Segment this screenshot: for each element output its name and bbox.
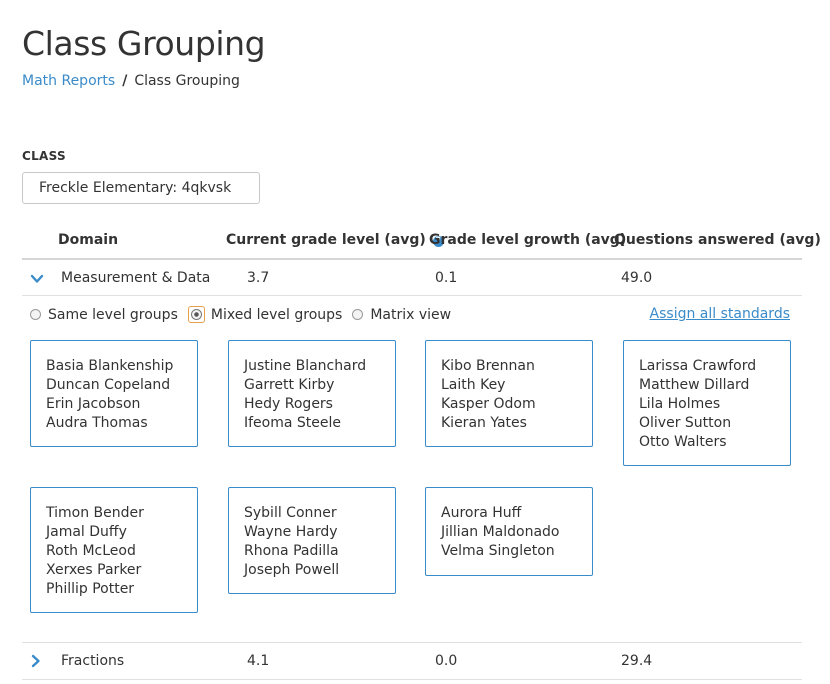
row-questions: 29.4: [621, 653, 653, 669]
student-name: Ifeoma Steele: [244, 415, 342, 431]
class-field-label: CLASS: [22, 149, 66, 163]
group-card[interactable]: Sybill Conner Wayne Hardy Rhona Padilla …: [228, 487, 396, 594]
student-name: Justine Blanchard: [244, 358, 367, 374]
student-name: Lila Holmes: [639, 396, 721, 412]
radio-circle-selected: [190, 309, 202, 320]
student-name: Audra Thomas: [46, 415, 148, 431]
student-name: Hedy Rogers: [244, 396, 333, 412]
student-name: Wayne Hardy: [244, 524, 338, 540]
breadcrumb-math-reports-link[interactable]: Math Reports: [22, 73, 116, 89]
radio-label: Same level groups: [48, 306, 178, 323]
class-select[interactable]: Freckle Elementary: 4qkvsk: [22, 172, 260, 204]
row-divider: [22, 642, 802, 643]
student-name: Jillian Maldonado: [441, 524, 560, 540]
row-questions: 49.0: [621, 270, 653, 286]
breadcrumb-separator: /: [122, 73, 128, 89]
same-level-groups-radio[interactable]: Same level groups: [30, 307, 178, 323]
row-growth: 0.1: [435, 270, 458, 286]
student-name: Oliver Sutton: [639, 415, 732, 431]
row-grade-level: 4.1: [247, 653, 270, 669]
row-divider: [22, 295, 802, 296]
student-name: Larissa Crawford: [639, 358, 757, 374]
header-questions: Questions answered (avg): [614, 232, 821, 248]
mixed-level-groups-radio[interactable]: Mixed level groups: [187, 306, 343, 323]
chevron-right-icon[interactable]: [29, 654, 43, 668]
page-title: Class Grouping: [22, 24, 266, 63]
header-grade-level-label: Current grade level (avg): [226, 232, 426, 248]
student-name: Otto Walters: [639, 434, 727, 450]
header-growth: Grade level growth (avg): [429, 232, 627, 248]
group-card[interactable]: Timon Bender Jamal Duffy Roth McLeod Xer…: [30, 487, 198, 613]
group-card[interactable]: Aurora Huff Jillian Maldonado Velma Sing…: [425, 487, 593, 576]
student-name: Duncan Copeland: [46, 377, 171, 393]
group-card[interactable]: Justine Blanchard Garrett Kirby Hedy Rog…: [228, 340, 396, 447]
student-name: Kibo Brennan: [441, 358, 535, 374]
header-domain: Domain: [58, 232, 119, 248]
student-name: Kieran Yates: [441, 415, 527, 431]
student-name: Aurora Huff: [441, 505, 522, 521]
row-domain-measurement[interactable]: Measurement & Data: [61, 270, 211, 286]
matrix-view-radio[interactable]: Matrix view: [352, 307, 451, 323]
student-name: Velma Singleton: [441, 543, 555, 559]
breadcrumb-current: Class Grouping: [134, 73, 240, 89]
row-domain-fractions[interactable]: Fractions: [61, 653, 125, 669]
radio-circle: [30, 309, 41, 320]
student-name: Laith Key: [441, 377, 506, 393]
radio-label: Mixed level groups: [210, 306, 343, 323]
help-icon[interactable]: ?: [432, 236, 444, 247]
view-options: Same level groups Mixed level groups Mat…: [30, 306, 461, 323]
student-name: Xerxes Parker: [46, 562, 142, 578]
student-name: Jamal Duffy: [46, 524, 127, 540]
row-grade-level: 3.7: [247, 270, 270, 286]
student-name: Timon Bender: [46, 505, 144, 521]
row-divider: [22, 679, 802, 680]
group-card[interactable]: Basia Blankenship Duncan Copeland Erin J…: [30, 340, 198, 447]
radio-focus-outline: [187, 306, 205, 323]
student-name: Phillip Potter: [46, 581, 135, 597]
student-name: Matthew Dillard: [639, 377, 750, 393]
chevron-down-icon[interactable]: [30, 272, 44, 286]
group-card[interactable]: Kibo Brennan Laith Key Kasper Odom Kiera…: [425, 340, 593, 447]
student-name: Basia Blankenship: [46, 358, 174, 374]
radio-circle: [352, 309, 364, 320]
header-divider: [22, 258, 802, 260]
row-growth: 0.0: [435, 653, 458, 669]
group-card[interactable]: Larissa Crawford Matthew Dillard Lila Ho…: [623, 340, 791, 466]
student-name: Garrett Kirby: [244, 377, 335, 393]
student-name: Erin Jacobson: [46, 396, 141, 412]
assign-all-standards-link[interactable]: Assign all standards: [649, 306, 790, 322]
radio-label: Matrix view: [370, 306, 452, 323]
breadcrumb: Math Reports / Class Grouping: [22, 73, 240, 89]
student-name: Joseph Powell: [244, 562, 340, 578]
student-name: Sybill Conner: [244, 505, 337, 521]
student-name: Rhona Padilla: [244, 543, 339, 559]
student-name: Roth McLeod: [46, 543, 136, 559]
student-name: Kasper Odom: [441, 396, 536, 412]
header-grade-level: Current grade level (avg) ?: [226, 232, 444, 248]
